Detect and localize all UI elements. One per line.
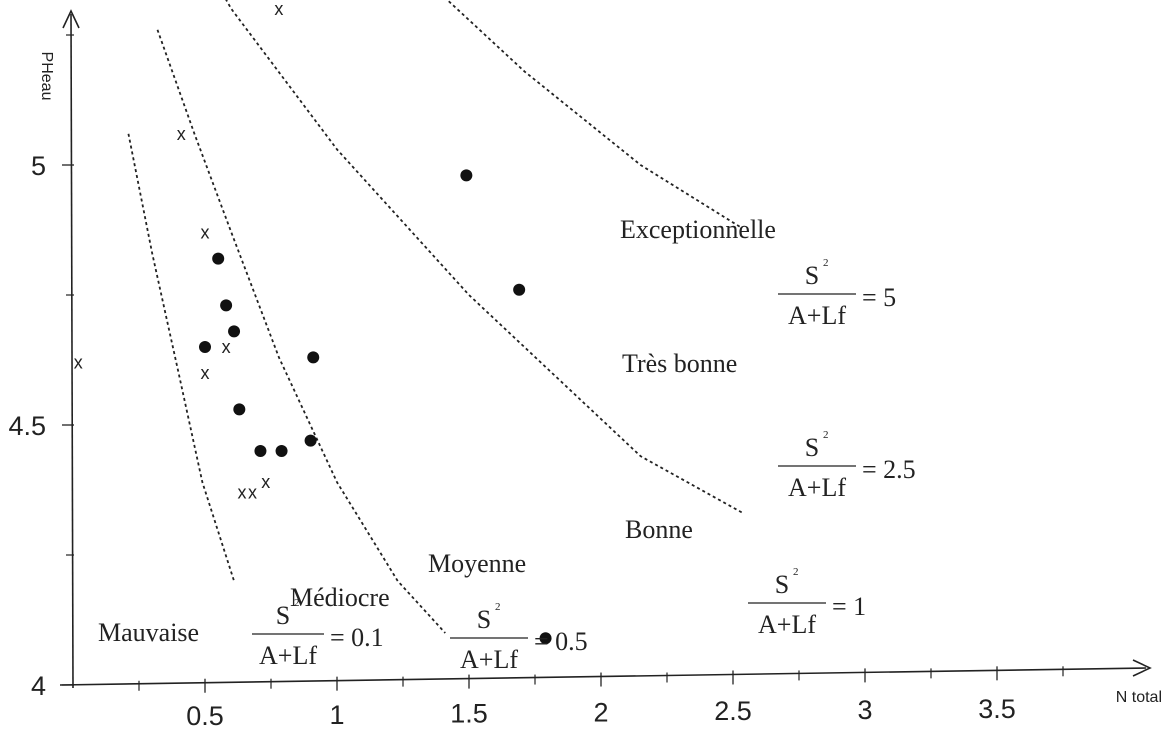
region-label-tres-bonne: Très bonne xyxy=(622,349,737,378)
formula-denominator: A+Lf xyxy=(788,301,846,330)
x-tick-label: 0.5 xyxy=(186,701,224,731)
dot-point xyxy=(220,299,233,312)
dot-point xyxy=(233,403,246,416)
formula-denominator: A+Lf xyxy=(788,473,846,502)
formula-1: S 2 A+Lf = 1 xyxy=(748,566,866,639)
x-axis-line xyxy=(59,667,1147,686)
formula-5: S 2 A+Lf = 5 xyxy=(778,257,896,330)
x-tick-label: 1 xyxy=(329,700,344,730)
x-tick-label: 3.5 xyxy=(978,694,1016,724)
dot-point xyxy=(513,283,526,296)
y-tick-label: 4 xyxy=(31,671,46,701)
formula-exponent: 2 xyxy=(823,257,829,269)
region-label-mauvaise: Mauvaise xyxy=(98,618,199,647)
formula-0.5: S 2 A+Lf = 0.5 xyxy=(450,601,588,674)
dot-point xyxy=(304,434,317,447)
formula-denominator: A+Lf xyxy=(259,641,317,670)
iso-curve-0.5 xyxy=(156,29,446,634)
formula-value: = 2.5 xyxy=(862,455,916,484)
formula-numerator: S xyxy=(276,601,290,630)
x-point: x xyxy=(201,363,210,383)
formulas: S 2A+Lf= 0.1S 2A+Lf= 0.5S 2A+Lf= 1S 2A+Lf= 2… xyxy=(252,257,916,674)
formula-2.5: S 2 A+Lf = 2.5 xyxy=(778,429,916,502)
dot-point xyxy=(228,325,241,338)
iso-curve-1 xyxy=(225,0,744,515)
dot-point xyxy=(212,252,225,265)
formula-denominator: A+Lf xyxy=(460,645,518,674)
region-label-moyenne: Moyenne xyxy=(428,549,526,578)
formula-exponent: 2 xyxy=(495,601,501,613)
x-point: x xyxy=(222,337,231,357)
x-axis-label: N total xyxy=(1116,689,1162,706)
dot-point xyxy=(254,445,267,457)
formula-numerator: S xyxy=(805,433,819,462)
x-tick-label: 3 xyxy=(857,695,872,725)
dot-point xyxy=(307,351,320,364)
y-tick-label: 5 xyxy=(31,151,46,181)
formula-numerator: S xyxy=(477,605,491,634)
x-point: x xyxy=(177,124,186,144)
x-point: x xyxy=(74,353,83,373)
formula-exponent: 2 xyxy=(294,597,300,609)
dot-point xyxy=(199,341,211,353)
y-axis-line xyxy=(70,13,74,689)
formula-value: = 0.5 xyxy=(534,627,588,656)
x-point: x xyxy=(248,483,257,503)
iso-curve-0.1 xyxy=(127,133,235,582)
x-point: x xyxy=(261,472,270,492)
dot-point xyxy=(460,169,473,182)
dot-point xyxy=(275,445,288,457)
region-label-mediocre: Médiocre xyxy=(290,583,390,612)
formula-numerator: S xyxy=(805,261,819,290)
labels: Exceptionnelle Très bonne Bonne Moyenne … xyxy=(98,215,776,647)
x-point: x xyxy=(237,483,246,503)
formula-value: = 1 xyxy=(832,592,866,621)
curves xyxy=(127,0,744,634)
formula-exponent: 2 xyxy=(823,429,829,441)
region-label-exceptionnelle: Exceptionnelle xyxy=(620,215,776,244)
x-point: x xyxy=(274,0,283,19)
x-point: x xyxy=(201,223,210,243)
x-tick-label: 2.5 xyxy=(714,696,752,726)
formula-0.1: S 2 A+Lf = 0.1 xyxy=(252,597,384,670)
y-axis-arrow xyxy=(62,9,80,29)
formula-value: = 5 xyxy=(862,283,896,312)
region-label-bonne: Bonne xyxy=(625,515,693,544)
y-axis-label: PHeau xyxy=(38,52,55,101)
formula-exponent: 2 xyxy=(793,566,799,578)
formula-denominator: A+Lf xyxy=(758,610,816,639)
formula-value: = 0.1 xyxy=(330,623,384,652)
dot-point xyxy=(539,632,552,645)
x-tick-label: 1.5 xyxy=(450,699,488,729)
formula-numerator: S xyxy=(775,570,789,599)
x-axis-arrow xyxy=(1132,659,1152,677)
x-tick-label: 2 xyxy=(593,697,608,727)
y-tick-label: 4.5 xyxy=(8,411,46,441)
iso-curve-2.5 xyxy=(446,0,742,229)
